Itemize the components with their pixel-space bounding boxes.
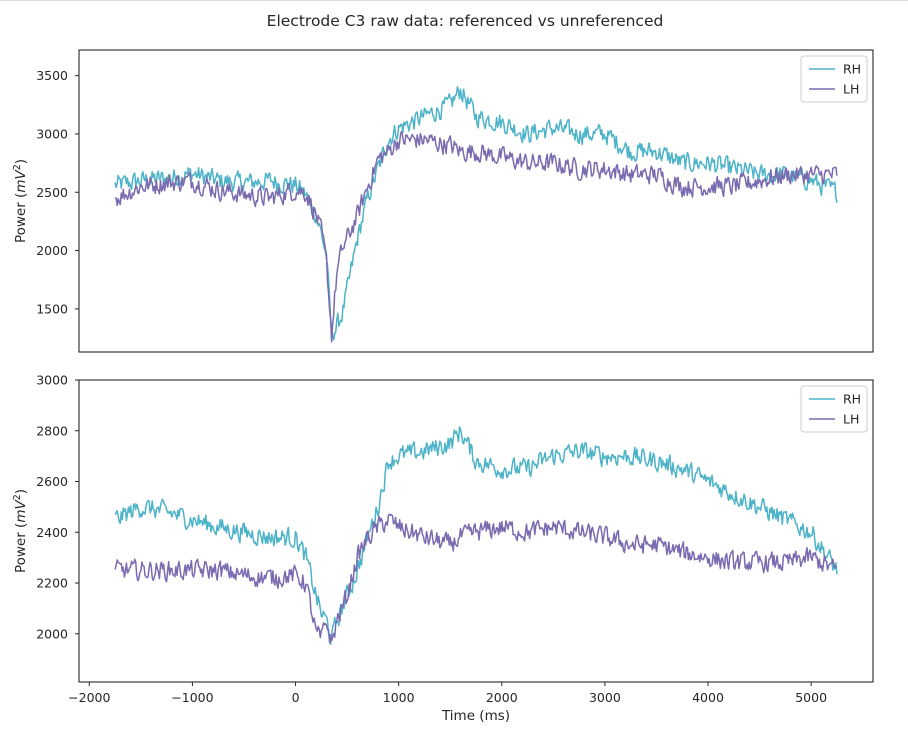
y-tick-label: 2400 bbox=[36, 525, 68, 540]
legend-label-lh: LH bbox=[843, 82, 859, 97]
x-tick-label: 0 bbox=[292, 690, 300, 705]
figure-title: Electrode C3 raw data: referenced vs unr… bbox=[267, 12, 664, 30]
x-axis-label: Time (ms) bbox=[441, 708, 510, 724]
series-line-lh bbox=[114, 513, 838, 644]
y-tick-label: 1500 bbox=[36, 301, 68, 316]
legend-label-rh: RH bbox=[843, 392, 861, 407]
axes-frame bbox=[78, 379, 874, 683]
series-line-lh bbox=[114, 130, 838, 343]
legend-label-rh: RH bbox=[843, 62, 861, 77]
y-tick-label: 2000 bbox=[36, 626, 68, 641]
top-axes-referenced: 1500 2000 2500 3000 3500 Power (mV2) RH LH bbox=[12, 49, 874, 353]
x-tick-label: −2000 bbox=[68, 690, 110, 705]
axes-frame bbox=[78, 49, 874, 353]
y-tick-label: 3000 bbox=[36, 373, 68, 388]
y-tick-label: 2500 bbox=[36, 185, 68, 200]
y-axis-label: Power (mV2) bbox=[12, 489, 29, 573]
y-axis-label: Power (mV2) bbox=[12, 159, 29, 243]
series-line-rh bbox=[114, 426, 838, 645]
x-tick-label: 1000 bbox=[383, 690, 415, 705]
x-tick-label: 3000 bbox=[589, 690, 621, 705]
y-tick-label: 2600 bbox=[36, 474, 68, 489]
y-tick-label: 2000 bbox=[36, 243, 68, 258]
y-tick-label: 2200 bbox=[36, 576, 68, 591]
legend-label-lh: LH bbox=[843, 412, 859, 427]
series-line-rh bbox=[114, 85, 838, 341]
window-top-border bbox=[0, 0, 908, 1]
legend: RH LH bbox=[800, 55, 868, 103]
x-tick-label: −1000 bbox=[171, 690, 213, 705]
x-tick-label: 2000 bbox=[486, 690, 518, 705]
bottom-axes-unreferenced: 2000 2200 2400 2600 2800 3000 −2000 −1000 0 1000 2… bbox=[12, 373, 874, 724]
y-tick-label: 2800 bbox=[36, 423, 68, 438]
y-tick-label: 3000 bbox=[36, 126, 68, 141]
x-tick-label: 4000 bbox=[692, 690, 724, 705]
y-tick-label: 3500 bbox=[36, 68, 68, 83]
x-tick-label: 5000 bbox=[795, 690, 827, 705]
legend: RH LH bbox=[800, 385, 868, 433]
